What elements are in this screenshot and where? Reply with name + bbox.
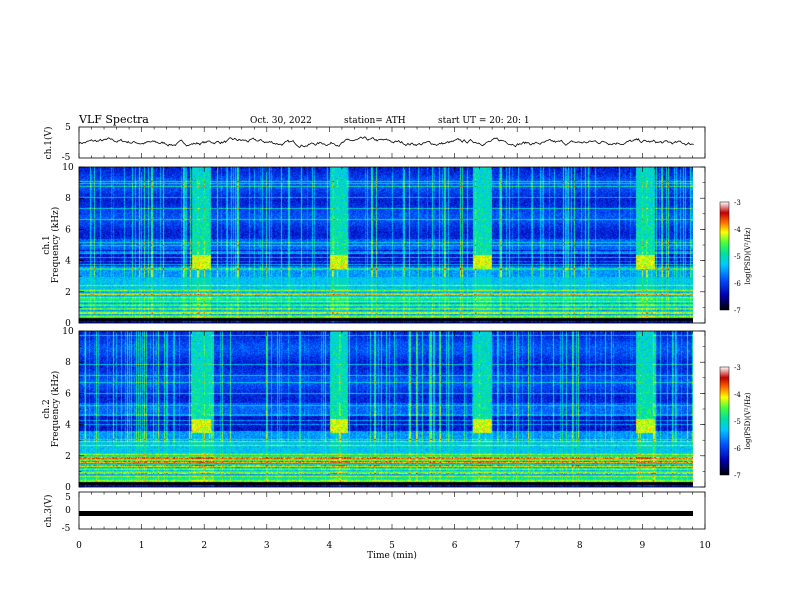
y-tick-label: 6 — [65, 225, 71, 235]
ch2-spectrogram-image — [79, 331, 693, 487]
x-tick-label: 3 — [264, 541, 270, 551]
ch3-voltage-panel: 5 0 -5 ch.3(V) — [43, 491, 706, 534]
ch2-spectrogram-ylabel-freq: Frequency (kHz) — [50, 371, 61, 448]
ch2-cb-tick-m5: -5 — [734, 418, 741, 426]
ch1-cb-tick-m4: -4 — [734, 226, 741, 234]
y-tick-label: 10 — [62, 163, 74, 173]
x-axis-label: Time (min) — [367, 550, 417, 561]
y-tick-label: 2 — [65, 452, 71, 462]
x-tick-label: 7 — [514, 541, 520, 551]
ch2-colorbar-gradient — [719, 366, 730, 476]
ch1-ytick-top: 5 — [65, 123, 71, 133]
ch1-voltage-ylabel: ch.1(V) — [43, 127, 54, 160]
ch2-cb-tick-m4: -4 — [734, 391, 741, 399]
ch2-spectrogram-ticks — [78, 331, 706, 487]
figure-title: VLF Spectra — [78, 113, 149, 126]
ch1-spectrogram-yticks: 0 2 4 6 8 10 — [62, 163, 705, 329]
ch2-cb-tick-m6: -6 — [734, 445, 741, 453]
ch2-colorbar-label: log(PSD)(V²/Hz) — [744, 392, 752, 449]
ch1-cb-tick-m6: -6 — [734, 280, 741, 288]
ch1-spectrogram-image — [79, 167, 693, 323]
x-tick-label: 10 — [699, 541, 711, 551]
x-tick-label: 2 — [201, 541, 207, 551]
ch2-spectrogram-panel: 0 2 4 6 8 10 ch.2 Frequency (kHz) — [42, 327, 706, 493]
y-tick-label: 10 — [62, 327, 74, 337]
ch3-ytick-bottom: -5 — [62, 524, 71, 534]
y-tick-label: 4 — [65, 257, 71, 267]
date-label: Oct. 30, 2022 — [250, 116, 312, 126]
ch2-spectrogram-ylabel-ch: ch.2 — [42, 399, 52, 418]
ch1-cb-tick-m5: -5 — [734, 253, 741, 261]
y-tick-label: 0 — [65, 483, 71, 493]
ch1-cb-tick-m3: -3 — [734, 199, 741, 207]
ch1-spectrogram-ylabel-freq: Frequency (kHz) — [50, 207, 61, 284]
ch3-voltage-trace — [79, 511, 693, 516]
station-label: station= ATH — [344, 116, 406, 126]
x-axis-tick-labels: 0 1 2 3 4 5 6 7 8 9 10 — [76, 541, 711, 551]
ch1-ytick-bottom: -5 — [62, 153, 71, 163]
x-tick-label: 6 — [452, 541, 458, 551]
y-tick-label: 4 — [65, 421, 71, 431]
ch3-voltage-ticks — [78, 492, 706, 529]
start-ut-label: start UT = 20: 20: 1 — [438, 116, 530, 126]
ch3-voltage-ylabel: ch.3(V) — [43, 495, 54, 528]
ch1-voltage-ticks — [78, 127, 706, 158]
x-tick-label: 5 — [389, 541, 395, 551]
ch1-spectrogram-ylabel-ch: ch.1 — [42, 235, 52, 254]
y-tick-label: 0 — [65, 319, 71, 329]
y-tick-label: 6 — [65, 389, 71, 399]
ch3-ytick-top: 5 — [65, 493, 71, 503]
ch2-spectrogram-yticks: 0 2 4 6 8 10 — [62, 327, 705, 493]
ch2-cb-tick-m7: -7 — [734, 472, 741, 480]
x-tick-label: 0 — [76, 541, 82, 551]
ch2-colorbar: -3 -4 -5 -6 -7 log(PSD)(V²/Hz) — [719, 364, 752, 480]
y-tick-label: 8 — [65, 194, 71, 204]
ch1-cb-tick-m7: -7 — [734, 307, 741, 315]
ch1-spectrogram-panel: 0 2 4 6 8 10 ch.1 Frequency (kHz) — [42, 163, 706, 329]
x-tick-label: 8 — [577, 541, 583, 551]
ch1-voltage-panel: 5 -5 ch.1(V) — [43, 123, 706, 163]
ch1-colorbar-label: log(PSD)(V²/Hz) — [744, 227, 752, 284]
y-tick-label: 8 — [65, 358, 71, 368]
x-tick-label: 9 — [640, 541, 646, 551]
ch3-voltage-frame — [78, 491, 706, 530]
ch1-colorbar: -3 -4 -5 -6 -7 log(PSD)(V²/Hz) — [719, 199, 752, 315]
ch1-colorbar-gradient — [719, 201, 730, 311]
y-tick-label: 2 — [65, 288, 71, 298]
x-tick-label: 4 — [327, 541, 333, 551]
ch1-spectrogram-ticks — [78, 167, 706, 323]
ch1-voltage-trace — [78, 136, 694, 149]
ch3-ytick-mid: 0 — [65, 506, 71, 516]
x-tick-label: 1 — [139, 541, 145, 551]
ch2-cb-tick-m3: -3 — [734, 364, 741, 372]
